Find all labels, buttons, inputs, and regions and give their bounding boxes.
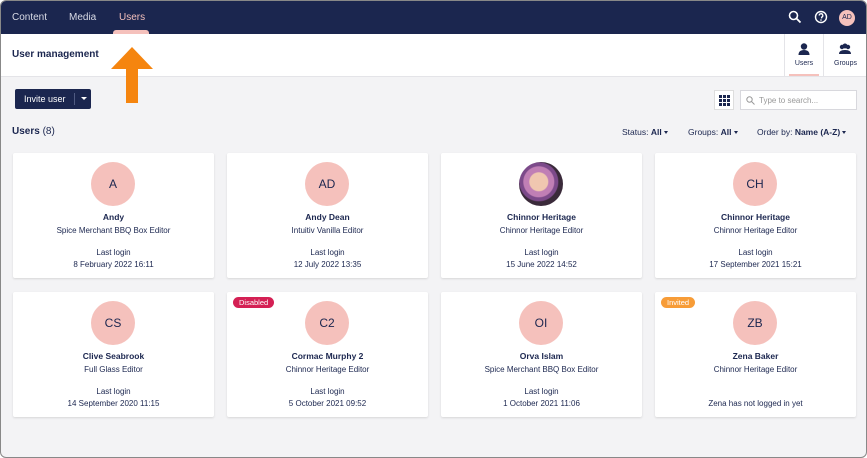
nav-item[interactable]: Users xyxy=(119,12,146,23)
filter-value: Name (A-Z) xyxy=(795,127,846,137)
header: User management Users Groups xyxy=(1,34,866,77)
page-title: User management xyxy=(12,49,99,60)
filter-label: Status: xyxy=(622,127,649,137)
user-card[interactable]: A Andy Spice Merchant BBQ Box Editor Last l… xyxy=(13,153,214,278)
tab-label: Users xyxy=(794,60,814,67)
avatar: A xyxy=(91,162,135,206)
avatar-photo xyxy=(519,162,563,206)
user-name: Clive Seabrook xyxy=(82,351,145,361)
status-badge: Invited xyxy=(661,297,696,308)
search-icon[interactable] xyxy=(788,10,802,24)
tab[interactable]: Groups xyxy=(823,34,866,76)
user-card[interactable]: CH Chinnor Heritage Chinnor Heritage Edito… xyxy=(655,153,856,278)
user-group: Chinnor Heritage Editor xyxy=(499,226,584,235)
filter-value: All xyxy=(721,127,738,137)
last-login-label: Last login xyxy=(524,248,559,257)
user-group: Spice Merchant BBQ Box Editor xyxy=(56,226,171,235)
avatar: CH xyxy=(733,162,777,206)
groups-icon xyxy=(839,43,851,54)
avatar: AD xyxy=(305,162,349,206)
search-icon xyxy=(746,96,755,105)
tab[interactable]: Users xyxy=(784,34,823,76)
last-login-label: Last login xyxy=(310,248,345,257)
last-login-label: Last login xyxy=(310,387,345,396)
last-login-date: 15 June 2022 14:52 xyxy=(506,260,577,269)
grid-icon xyxy=(719,95,730,106)
nav-item[interactable]: Content xyxy=(12,12,48,23)
user-name: Chinnor Heritage xyxy=(507,212,576,222)
list-title: Users (8) xyxy=(12,126,55,137)
filter-label: Groups: xyxy=(688,127,719,137)
filter[interactable]: Groups: All xyxy=(688,127,738,137)
user-card[interactable]: CS Clive Seabrook Full Glass Editor Last lo… xyxy=(13,292,214,417)
last-login-label: Last login xyxy=(96,387,131,396)
filter-label: Order by: xyxy=(757,127,793,137)
user-group: Chinnor Heritage Editor xyxy=(713,226,798,235)
user-group: Chinnor Heritage Editor xyxy=(285,365,370,374)
user-card[interactable]: OI Orva Islam Spice Merchant BBQ Box Edito… xyxy=(441,292,642,417)
user-card[interactable]: AD Andy Dean Intuitiv Vanilla Editor Last l… xyxy=(227,153,428,278)
user-name: Zena Baker xyxy=(732,351,779,361)
user-cards: A Andy Spice Merchant BBQ Box Editor Last l… xyxy=(13,153,856,417)
avatar: ZB xyxy=(733,301,777,345)
help-icon[interactable] xyxy=(814,10,828,24)
nav-item[interactable]: Media xyxy=(69,12,97,23)
list-title-text: Users xyxy=(12,126,40,137)
annotation-arrow xyxy=(111,47,153,103)
user-name: Chinnor Heritage xyxy=(721,212,790,222)
list-count: (8) xyxy=(42,126,55,137)
top-nav: Content Media Users AD xyxy=(1,1,866,34)
invite-button[interactable]: Invite user xyxy=(15,89,91,109)
last-login-date: 8 February 2022 16:11 xyxy=(73,260,154,269)
last-login-date: 5 October 2021 09:52 xyxy=(288,399,367,408)
last-login-date: 17 September 2021 15:21 xyxy=(709,260,802,269)
user-name: Andy xyxy=(102,212,125,222)
user-group: Chinnor Heritage Editor xyxy=(713,365,798,374)
filter[interactable]: Status: All xyxy=(622,127,668,137)
user-name: Orva Islam xyxy=(519,351,564,361)
user-card[interactable]: C2 Disabled Cormac Murphy 2 Chinnor Heritag… xyxy=(227,292,428,417)
avatar: C2 xyxy=(305,301,349,345)
tab-label: Groups xyxy=(834,60,857,67)
last-login-label: Last login xyxy=(738,248,773,257)
avatar: OI xyxy=(519,301,563,345)
last-login-label: Last login xyxy=(96,248,131,257)
users-icon xyxy=(798,43,810,55)
grid-view-button[interactable] xyxy=(714,90,734,110)
user-group: Spice Merchant BBQ Box Editor xyxy=(484,365,599,374)
search-box[interactable]: Type to search... xyxy=(740,90,857,110)
user-group: Full Glass Editor xyxy=(84,365,143,374)
user-card[interactable]: ZB Invited Zena Baker Chinnor Heritage Edit… xyxy=(655,292,856,417)
filter[interactable]: Order by: Name (A-Z) xyxy=(757,127,846,137)
user-name: Andy Dean xyxy=(305,212,350,222)
search-placeholder: Type to search... xyxy=(759,96,819,105)
user-name: Cormac Murphy 2 xyxy=(291,351,364,361)
avatar: CS xyxy=(91,301,135,345)
last-login-date: 1 October 2021 11:06 xyxy=(503,399,580,408)
active-indicator xyxy=(113,30,149,34)
filter-value: All xyxy=(651,127,668,137)
status-badge: Disabled xyxy=(233,297,275,308)
last-login-date: 12 July 2022 13:35 xyxy=(293,260,362,269)
button-label: Invite user xyxy=(24,94,66,104)
user-card[interactable]: Chinnor Heritage Chinnor Heritage Editor L… xyxy=(441,153,642,278)
user-group: Intuitiv Vanilla Editor xyxy=(291,226,364,235)
last-login-label: Last login xyxy=(524,387,559,396)
login-note: Zena has not logged in yet xyxy=(708,399,803,408)
user-avatar[interactable]: AD xyxy=(839,10,855,26)
last-login-date: 14 September 2020 11:15 xyxy=(67,399,160,408)
